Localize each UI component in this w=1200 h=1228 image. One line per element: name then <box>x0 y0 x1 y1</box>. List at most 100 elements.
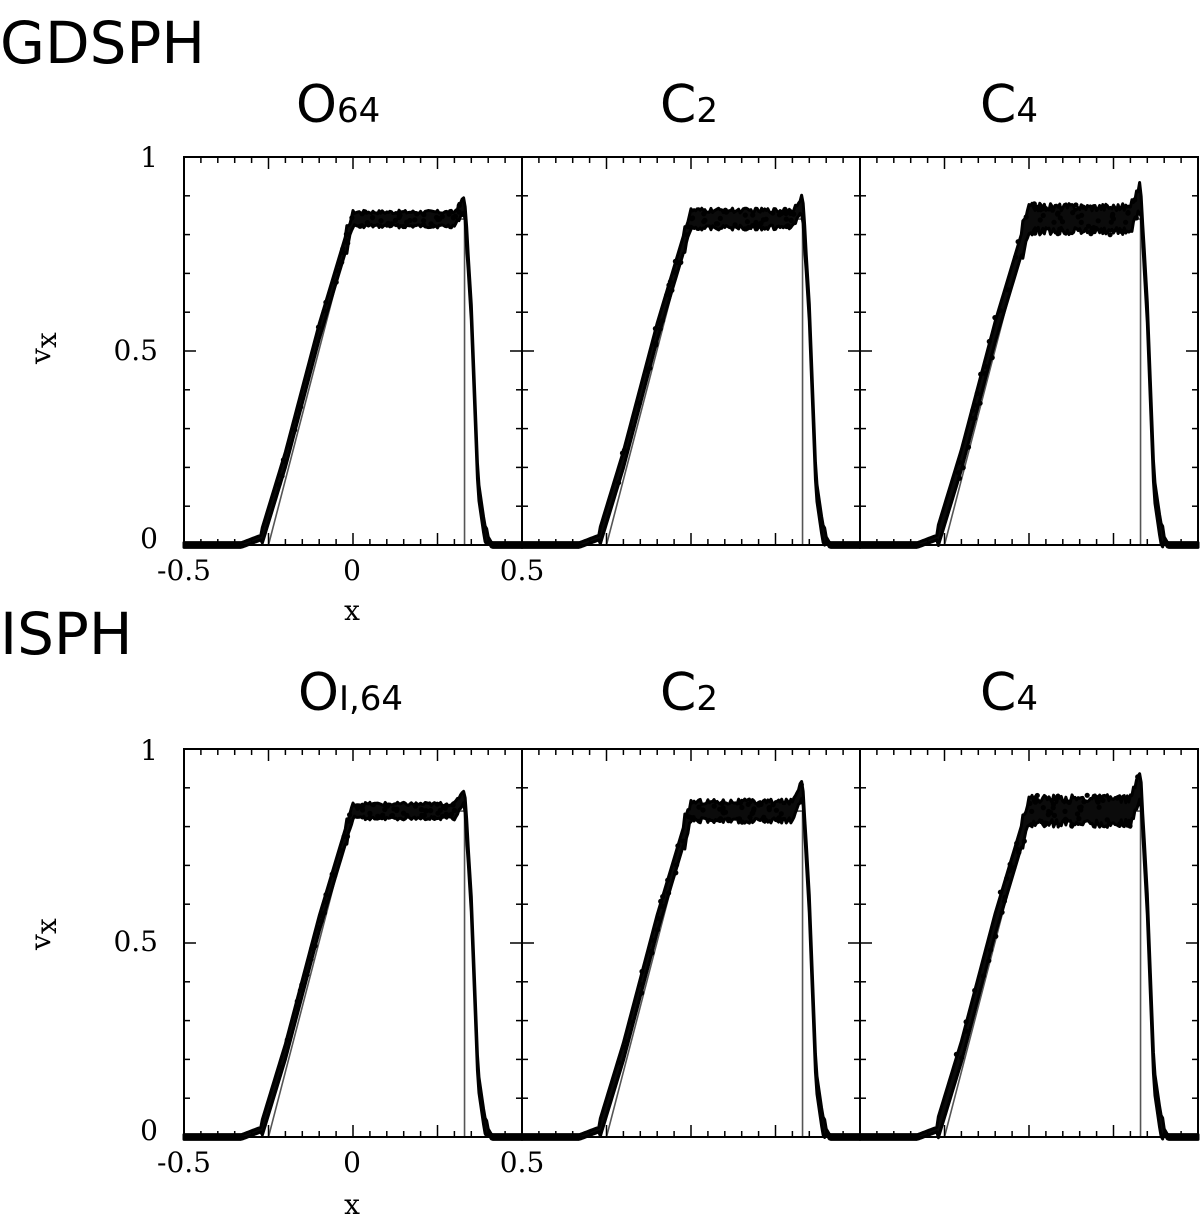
exact-solution-line <box>522 218 860 546</box>
particle-point <box>696 804 702 810</box>
particle-point <box>315 324 322 330</box>
particle-point <box>1069 821 1075 828</box>
particle-point <box>332 872 338 879</box>
particle-point <box>418 806 425 813</box>
panel-title: C2 <box>660 75 718 135</box>
particle-point <box>1114 795 1120 801</box>
particle-point <box>1127 823 1133 829</box>
particle-point <box>970 407 976 413</box>
particle-point <box>428 808 434 814</box>
particle-point <box>389 813 395 819</box>
particle-point <box>701 211 707 217</box>
particle-point <box>696 818 703 824</box>
particle-point <box>1107 232 1113 238</box>
particle-point <box>450 214 457 221</box>
particle-point <box>1110 211 1116 217</box>
particle-point <box>1032 799 1038 805</box>
particle-point <box>783 216 789 222</box>
particle-point <box>1073 202 1079 208</box>
y-tick-label: 1 <box>140 734 158 767</box>
particle-point <box>745 801 751 808</box>
particle-band <box>182 196 524 549</box>
exact-solution-line <box>184 218 522 546</box>
particle-point <box>308 956 314 962</box>
particle-point <box>450 802 456 808</box>
particle-point <box>344 231 350 237</box>
particle-point <box>689 216 695 222</box>
panel-isph-c2 <box>520 748 862 1141</box>
row-label: GDSPH <box>0 9 205 77</box>
x-tick-label: -0.5 <box>157 554 211 587</box>
particle-point <box>1062 808 1068 815</box>
particle-point <box>1011 865 1017 871</box>
y-tick-label: 1 <box>140 141 158 174</box>
particle-point <box>309 945 315 952</box>
x-tick-label: 0.5 <box>500 554 545 587</box>
particle-point <box>629 1019 635 1025</box>
particle-point <box>744 219 751 225</box>
particle-point <box>667 279 674 285</box>
particle-point <box>742 212 748 218</box>
particle-point <box>430 223 436 229</box>
particle-point <box>684 232 690 238</box>
particle-point <box>442 805 448 811</box>
particle-point <box>335 267 341 273</box>
particle-point <box>404 812 410 819</box>
particle-point <box>278 1064 284 1070</box>
particle-point <box>414 211 420 217</box>
exact-solution-line <box>184 810 522 1138</box>
particle-point <box>770 802 776 808</box>
particle-point <box>1057 226 1063 232</box>
particle-point <box>657 326 663 332</box>
particle-point <box>1042 820 1048 826</box>
particle-point <box>647 365 653 371</box>
particle-point <box>412 803 418 809</box>
particle-point <box>392 217 398 223</box>
particle-point <box>279 473 285 479</box>
exact-solution-line <box>522 810 860 1138</box>
particle-point <box>726 818 732 824</box>
particle-point <box>367 810 373 817</box>
particle-point <box>446 211 452 217</box>
particle-point <box>718 816 724 822</box>
panel-title: C4 <box>980 663 1038 723</box>
x-tick-label: 0.5 <box>500 1146 545 1179</box>
particle-point <box>775 816 781 822</box>
particle-point <box>624 1039 630 1045</box>
particle-point <box>400 223 407 230</box>
row-isph: ISPH OI,64 C2 C4 vx 1 0.5 0 -0.5 0 0.5 x <box>0 600 1200 1221</box>
particle-point <box>316 925 322 931</box>
particle-point <box>675 843 681 849</box>
particle-point <box>1084 792 1090 798</box>
particle-point <box>437 807 443 813</box>
particle-point <box>1078 804 1084 810</box>
particle-point <box>1054 211 1061 217</box>
particle-point <box>1049 207 1056 213</box>
particle-point <box>404 220 410 226</box>
particle-point <box>798 782 804 788</box>
particle-point <box>298 404 304 410</box>
particle-point <box>375 813 381 819</box>
particle-point <box>292 427 298 433</box>
particle-point <box>956 475 963 481</box>
particle-point <box>717 806 723 812</box>
particle-point <box>742 226 748 232</box>
particle-point <box>421 212 427 218</box>
particle-point <box>1085 223 1092 229</box>
panel-isph-c4 <box>858 748 1200 1141</box>
particle-point <box>1118 228 1124 234</box>
particle-point <box>1090 204 1096 210</box>
particle-point <box>284 1037 290 1043</box>
particle-point <box>766 807 772 813</box>
panel-gdsph-c4 <box>858 156 1200 549</box>
particle-point <box>362 209 368 215</box>
particle-point <box>1075 214 1081 220</box>
particle-point <box>299 982 305 988</box>
particle-point <box>359 804 365 810</box>
particle-point <box>639 968 645 975</box>
particle-point <box>1046 808 1052 815</box>
particle-point <box>660 894 666 900</box>
particle-point <box>778 811 784 817</box>
particle-point <box>656 320 663 326</box>
particle-point <box>782 206 788 212</box>
